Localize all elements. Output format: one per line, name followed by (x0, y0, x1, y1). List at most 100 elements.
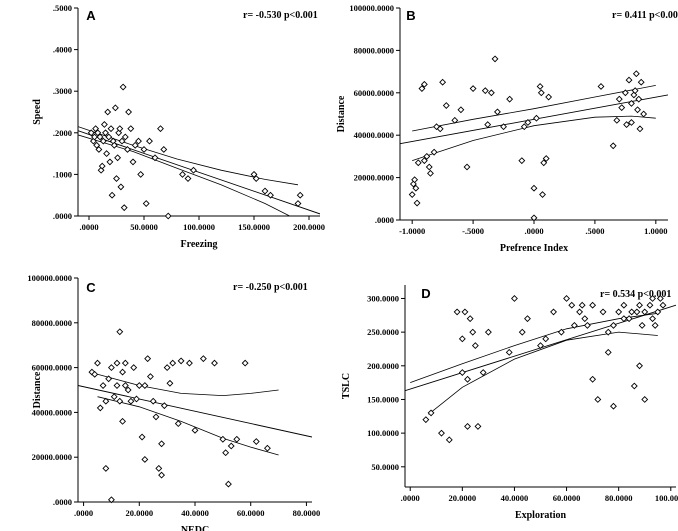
data-point (97, 166, 105, 174)
x-tick-label: .5000 (585, 226, 604, 236)
y-axis-label: Speed (32, 99, 43, 125)
data-point (102, 397, 110, 405)
data-point (620, 315, 628, 323)
data-point (583, 321, 591, 329)
data-point (261, 187, 269, 195)
data-point (124, 386, 132, 394)
regression-line (78, 385, 312, 438)
data-point (94, 129, 102, 137)
data-point (631, 87, 639, 95)
y-tick-label: 20000.0000 (354, 173, 394, 183)
data-point (137, 170, 145, 178)
data-point (469, 328, 477, 336)
data-point (568, 301, 576, 309)
data-point (113, 359, 121, 367)
data-point (152, 413, 160, 421)
data-point (630, 382, 638, 390)
data-point (646, 301, 654, 309)
data-point (94, 359, 101, 367)
data-point (563, 295, 570, 302)
data-point (618, 104, 626, 112)
data-point (594, 396, 602, 403)
x-tick-label: 60.0000 (553, 493, 581, 503)
y-tick-label: .2000 (53, 128, 72, 138)
data-point (411, 176, 419, 184)
data-point (439, 78, 447, 86)
data-point (539, 191, 546, 198)
data-point (211, 359, 218, 367)
data-point (107, 125, 115, 133)
data-point (438, 429, 445, 437)
data-point (474, 422, 482, 430)
data-point (545, 93, 553, 101)
correlation-annotation: r= 0.411 p<0.001 (612, 10, 678, 21)
data-point (140, 146, 148, 153)
x-tick-label: 20.0000 (125, 508, 153, 518)
data-point (106, 158, 114, 166)
data-point (169, 359, 177, 367)
data-point (119, 417, 127, 425)
chart-panel-a: .0000 .1000 .2000 .3000 .4000 .5000 .0000 50.00… (32, 3, 325, 250)
data-point (174, 420, 182, 428)
data-point (91, 370, 99, 378)
data-point (479, 369, 487, 376)
data-point (414, 159, 422, 167)
data-point (589, 301, 597, 309)
chart-panel-d: 50.0000 100.0000 150.0000 200.0000 250.0000 3… (341, 285, 678, 521)
data-point (409, 180, 417, 188)
data-point (457, 106, 465, 114)
data-point (532, 114, 540, 122)
data-point (589, 375, 597, 383)
data-point (461, 308, 469, 316)
data-point (481, 87, 489, 95)
data-point (113, 175, 120, 182)
data-point (651, 321, 659, 329)
y-tick-label: 40000.0000 (32, 407, 72, 417)
data-point (115, 129, 123, 137)
panel-label: D (421, 286, 430, 301)
data-point (241, 359, 249, 367)
data-point (413, 199, 421, 207)
x-axis-label: Exploration (515, 510, 567, 521)
data-point (451, 116, 459, 124)
y-tick-label: 80000.0000 (354, 45, 394, 55)
y-axis-label: Distance (32, 371, 43, 408)
data-point (113, 382, 121, 389)
data-point (125, 108, 133, 116)
data-point (464, 422, 471, 430)
data-point (638, 321, 646, 329)
data-point (649, 295, 656, 302)
data-point (119, 83, 127, 91)
y-tick-label: 20000.0000 (32, 452, 72, 462)
chart-panel-c: .0000 20000.0000 40000.0000 60000.0000 80000… (27, 273, 320, 531)
data-point (135, 382, 143, 389)
x-tick-label: 1.0000 (644, 226, 667, 236)
data-point (100, 121, 108, 128)
data-point (121, 133, 129, 141)
data-point (420, 157, 428, 165)
data-point (158, 471, 166, 479)
x-tick-label: 150.0000 (238, 222, 270, 232)
data-point (484, 328, 492, 336)
data-point (550, 308, 557, 316)
data-point (520, 123, 528, 131)
data-point (157, 125, 164, 133)
data-point (146, 137, 153, 145)
y-axis-label: TSLC (341, 373, 352, 399)
data-point (484, 121, 492, 129)
x-axis-label: Freezing (180, 239, 217, 250)
data-point (105, 375, 113, 383)
panel-label: B (406, 8, 415, 23)
data-point (252, 175, 260, 182)
data-point (185, 359, 193, 367)
data-point (131, 141, 139, 149)
correlation-annotation: r= -0.530 p<0.001 (243, 10, 318, 21)
data-point (628, 99, 635, 107)
data-point (98, 162, 106, 170)
data-point (625, 315, 633, 323)
data-point (420, 80, 428, 88)
data-point (116, 125, 124, 133)
data-point (518, 157, 526, 165)
y-axis-label: Distance (336, 95, 347, 132)
data-point (634, 106, 641, 114)
